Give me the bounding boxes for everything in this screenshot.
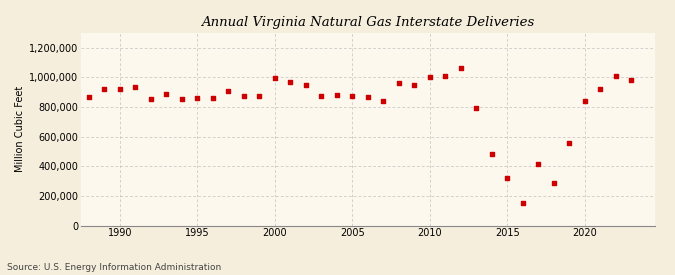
Point — [300, 82, 311, 87]
Point — [192, 96, 202, 100]
Point — [564, 141, 575, 145]
Point — [456, 66, 466, 70]
Title: Annual Virginia Natural Gas Interstate Deliveries: Annual Virginia Natural Gas Interstate D… — [201, 16, 535, 29]
Point — [130, 85, 140, 89]
Point — [595, 87, 606, 92]
Text: Source: U.S. Energy Information Administration: Source: U.S. Energy Information Administ… — [7, 263, 221, 272]
Point — [580, 99, 591, 103]
Point — [362, 95, 373, 100]
Point — [331, 93, 342, 97]
Point — [502, 176, 513, 180]
Point — [394, 81, 404, 86]
Point — [269, 76, 280, 80]
Point — [316, 94, 327, 98]
Point — [99, 87, 109, 92]
Point — [471, 106, 482, 110]
Point — [176, 97, 187, 101]
Point — [518, 200, 529, 205]
Point — [409, 82, 420, 87]
Point — [285, 80, 296, 84]
Point — [254, 94, 265, 98]
Point — [223, 89, 234, 93]
Point — [626, 78, 637, 82]
Point — [161, 92, 171, 97]
Point — [145, 97, 156, 101]
Point — [378, 99, 389, 103]
Point — [347, 94, 358, 98]
Point — [114, 87, 125, 92]
Point — [207, 96, 218, 100]
Point — [83, 95, 94, 99]
Point — [238, 94, 249, 98]
Point — [487, 152, 497, 157]
Point — [549, 181, 560, 186]
Point — [440, 74, 451, 78]
Y-axis label: Million Cubic Feet: Million Cubic Feet — [15, 86, 25, 172]
Point — [611, 74, 622, 78]
Point — [533, 162, 544, 166]
Point — [425, 75, 435, 80]
